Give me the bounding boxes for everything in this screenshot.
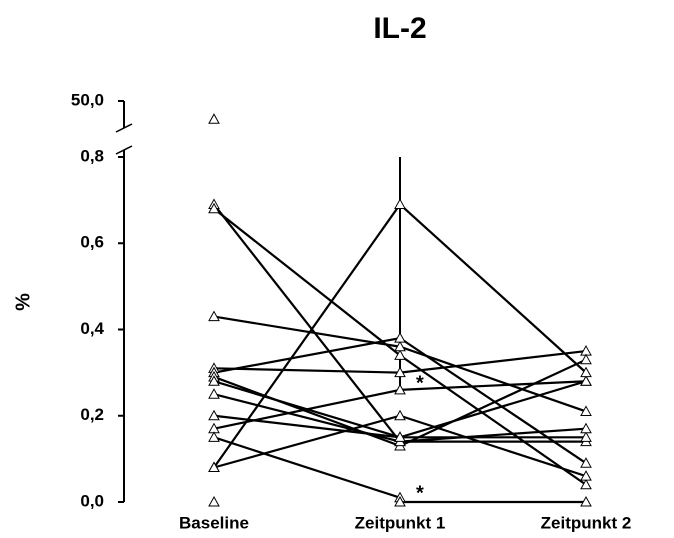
y-tick-label: 0,8 bbox=[80, 146, 104, 165]
axis-break bbox=[115, 145, 133, 155]
marker bbox=[208, 461, 220, 472]
marker bbox=[394, 332, 406, 343]
y-tick-label: 50,0 bbox=[71, 90, 104, 109]
marker bbox=[208, 495, 220, 507]
y-tick-label: 0,0 bbox=[80, 491, 104, 510]
marker bbox=[580, 366, 592, 378]
marker bbox=[394, 383, 406, 395]
marker bbox=[394, 340, 406, 352]
marker bbox=[580, 405, 592, 416]
marker bbox=[394, 198, 406, 209]
x-tick-label: Baseline bbox=[179, 513, 249, 532]
marker bbox=[394, 409, 406, 421]
marker bbox=[580, 353, 592, 365]
marker bbox=[580, 457, 592, 468]
marker bbox=[394, 366, 406, 378]
marker bbox=[394, 431, 406, 442]
marker bbox=[580, 431, 592, 442]
x-tick-label: Zeitpunkt 1 bbox=[355, 513, 446, 532]
marker bbox=[580, 470, 592, 481]
marker bbox=[580, 375, 592, 386]
y-axis-label: % bbox=[12, 293, 34, 311]
y-tick-label: 0,2 bbox=[80, 405, 104, 424]
annotation: * bbox=[416, 372, 424, 394]
marker bbox=[208, 202, 220, 214]
y-tick-label: 0,6 bbox=[80, 233, 104, 252]
marker bbox=[580, 422, 592, 434]
marker bbox=[208, 431, 220, 442]
marker bbox=[208, 113, 220, 124]
marker bbox=[580, 495, 592, 507]
marker bbox=[208, 310, 220, 322]
x-tick-label: Zeitpunkt 2 bbox=[541, 513, 632, 532]
marker bbox=[394, 349, 406, 360]
marker bbox=[208, 375, 220, 386]
marker bbox=[208, 388, 220, 399]
y-tick-label: 0,4 bbox=[80, 319, 104, 338]
marker bbox=[394, 495, 406, 507]
axis-break bbox=[115, 123, 133, 133]
marker bbox=[208, 409, 220, 421]
marker bbox=[580, 478, 592, 490]
annotation: * bbox=[416, 482, 424, 504]
chart-title: IL-2 bbox=[373, 12, 426, 45]
subject-line bbox=[213, 436, 401, 499]
